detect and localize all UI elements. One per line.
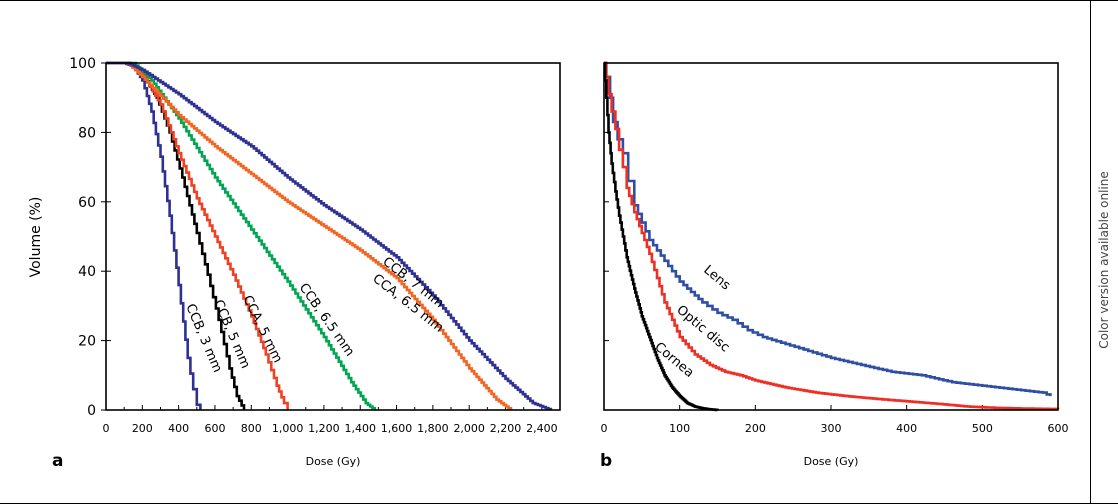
label-optic-disc: Optic disc xyxy=(673,303,732,356)
panel-a-x-tick-label: 2,000 xyxy=(453,422,485,435)
panel-a-x-tick-label: 1,800 xyxy=(417,422,449,435)
panel-a-x-tick-label: 400 xyxy=(168,422,189,435)
panel-b-xlabel: Dose (Gy) xyxy=(804,455,859,468)
panel-a-y-ticks: 0 20 40 60 80 100 xyxy=(69,56,111,419)
panel-a-series-line xyxy=(106,61,377,410)
panel-b-letter: b xyxy=(600,451,612,471)
panel-a-xlabel: Dose (Gy) xyxy=(306,455,361,468)
panel-b-x-tick-label: 100 xyxy=(669,422,690,435)
panel-a-x-tick-label: 800 xyxy=(241,422,262,435)
panel-a: Volume (%) 0 20 40 60 80 100 0 200 400 600 800 1,0… xyxy=(28,56,561,471)
panel-a-plot-area xyxy=(105,62,561,411)
panel-a-x-ticks: 0 200 400 600 800 1,000 1,200 1,400 1,600 1,800 2,… xyxy=(103,405,558,435)
panel-b-x-tick-label: 300 xyxy=(821,422,842,435)
panel-a-series-line xyxy=(106,61,553,411)
panel-a-x-tick-label: 600 xyxy=(204,422,225,435)
panel-a-x-tick-label: 200 xyxy=(132,422,153,435)
panel-a-ylabel: Volume (%) xyxy=(28,197,44,278)
panel-b-series xyxy=(603,61,1060,412)
panel-a-x-tick-label: 1,200 xyxy=(308,422,340,435)
panel-a-x-tick-label: 1,000 xyxy=(272,422,304,435)
panel-b-x-tick-label: 400 xyxy=(896,422,917,435)
panel-a-letter: a xyxy=(52,451,63,471)
panel-a-series-line xyxy=(106,61,513,410)
label-ccb-6_5mm: CCB, 6.5 mm xyxy=(296,281,357,360)
panel-a-y-tick-label: 20 xyxy=(78,334,96,350)
panel-a-x-tick-label: 0 xyxy=(103,422,110,435)
color-version-note: Color version available online xyxy=(1097,171,1111,349)
panel-b-series-line xyxy=(604,61,1060,411)
panel-a-series-line xyxy=(106,61,202,410)
panel-b: 0 100 200 300 400 500 600 Dose (Gy) b Lens Opt… xyxy=(600,61,1069,471)
panel-a-y-tick-label: 60 xyxy=(78,195,96,211)
panel-b-x-ticks: 0 100 200 300 400 500 600 xyxy=(601,405,1069,435)
panel-a-x-tick-label: 1,400 xyxy=(344,422,376,435)
panel-a-series xyxy=(106,61,553,411)
panel-b-plot-area xyxy=(603,62,1059,411)
panel-a-y-tick-label: 40 xyxy=(78,264,96,280)
panel-a-x-tick-label: 1,600 xyxy=(381,422,413,435)
panel-a-y-tick-label: 100 xyxy=(69,56,96,72)
panel-b-x-tick-label: 0 xyxy=(601,422,608,435)
panel-a-x-tick-label: 2,400 xyxy=(526,422,558,435)
panel-a-y-tick-label: 0 xyxy=(87,403,96,419)
panel-b-series-line xyxy=(604,61,1052,397)
panel-a-y-tick-label: 80 xyxy=(78,125,96,141)
panel-b-x-tick-label: 600 xyxy=(1048,422,1069,435)
label-lens: Lens xyxy=(700,263,733,294)
panel-b-x-tick-label: 500 xyxy=(972,422,993,435)
panel-a-x-tick-label: 2,200 xyxy=(490,422,522,435)
panel-b-series-line xyxy=(603,61,719,412)
panel-b-x-tick-label: 200 xyxy=(745,422,766,435)
